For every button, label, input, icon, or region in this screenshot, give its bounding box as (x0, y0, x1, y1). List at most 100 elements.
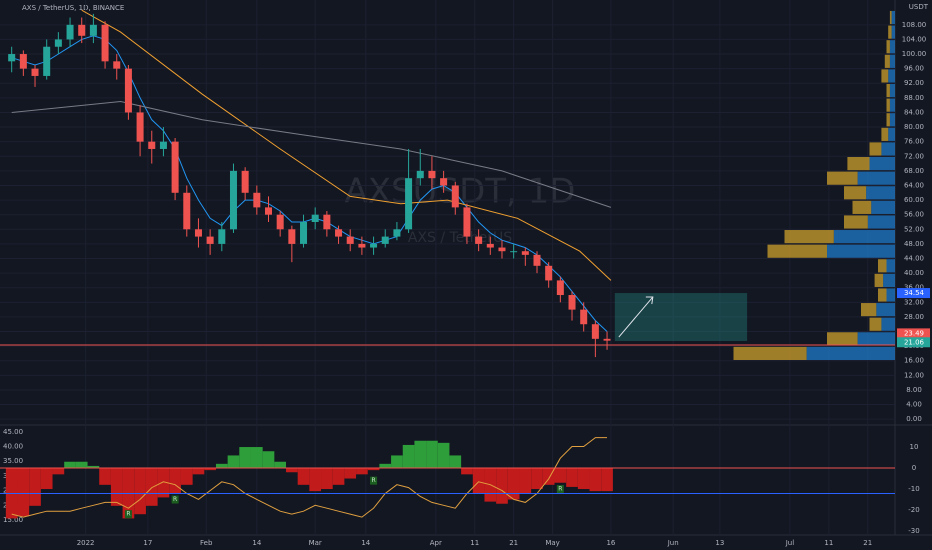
momentum-bar (262, 451, 275, 469)
profile-up (806, 346, 895, 361)
y-tick-label: 32.00 (904, 298, 924, 306)
candle-body (171, 141, 179, 193)
profile-down (881, 127, 889, 141)
profile-down (888, 25, 892, 39)
profile-up (889, 113, 895, 127)
candle-body (556, 280, 564, 296)
candle-body (510, 251, 518, 253)
momentum-bar (250, 447, 263, 469)
momentum-bar (601, 468, 613, 492)
candle-body (311, 214, 319, 222)
x-tick-label: 21 (863, 539, 872, 547)
y-tick-label: 0.00 (906, 415, 922, 423)
candle-body (159, 141, 167, 149)
y2-tick-label: 10 (910, 443, 919, 451)
y-tick-label: 56.00 (904, 211, 924, 219)
momentum-bar (402, 444, 415, 469)
candle-body (276, 214, 284, 230)
candle-body (440, 178, 448, 186)
candle-body (194, 229, 202, 237)
profile-up (886, 259, 895, 273)
momentum-bar (110, 468, 123, 506)
profile-down (886, 113, 890, 127)
x-tick-label: 14 (252, 539, 261, 547)
momentum-bar (192, 468, 205, 475)
profile-down (874, 273, 884, 287)
price-tag (897, 328, 930, 339)
candle-body (8, 54, 16, 62)
x-tick-label: Mar (309, 539, 322, 547)
profile-up (857, 171, 895, 185)
momentum-bar (437, 442, 450, 469)
momentum-bar (64, 461, 76, 469)
candle-body (591, 324, 599, 339)
y-tick-label: 16.00 (904, 357, 924, 365)
y2-tick-label: -20 (908, 506, 919, 514)
momentum-bar (145, 468, 158, 506)
watermark-sub: AXS / TetherUS (408, 230, 512, 246)
momentum-bar (496, 468, 508, 504)
momentum-bar (215, 463, 228, 469)
candle-body (206, 236, 214, 244)
y-tick-label: 108.00 (902, 21, 927, 29)
momentum-bar (204, 468, 216, 471)
profile-down (886, 40, 890, 54)
momentum-bar (449, 455, 462, 469)
price-tag-label: 21.06 (904, 338, 925, 346)
moving-average (11, 100, 612, 208)
momentum-bar (461, 468, 473, 475)
momentum-bar (75, 461, 88, 469)
momentum-bar (157, 468, 170, 498)
y-tick-label: 96.00 (904, 65, 924, 73)
y-tick-label: 8.00 (906, 386, 922, 394)
candle-body (300, 221, 308, 244)
profile-down (886, 98, 890, 112)
candle-body (31, 68, 39, 76)
momentum-bar (589, 468, 602, 492)
candle-body (323, 214, 331, 230)
momentum-bar (52, 468, 65, 475)
candle-body (183, 192, 191, 230)
y-tick-label: 68.00 (904, 167, 924, 175)
moving-average (11, 35, 608, 332)
profile-up (891, 25, 895, 39)
profile-up (833, 230, 895, 244)
x-tick-label: Feb (200, 539, 213, 547)
momentum-bar (332, 468, 345, 485)
x-tick-label: Jul (785, 539, 795, 547)
momentum-bar (134, 468, 146, 515)
momentum-bar (169, 468, 181, 494)
y2-tick-label: 0 (912, 464, 916, 472)
candle-body (381, 236, 389, 244)
momentum-bar (274, 461, 287, 469)
profile-up (888, 69, 895, 83)
candle-body (335, 229, 343, 237)
momentum-bar (321, 468, 333, 490)
y-tick-label: 72.00 (904, 152, 924, 160)
candle-body (533, 254, 541, 266)
chart-title: AXS / TetherUS, 1D, BINANCE (22, 4, 124, 12)
momentum-bar (99, 468, 111, 485)
x-tick-label: 16 (606, 539, 615, 547)
y-tick-label: 48.00 (904, 240, 924, 248)
candle-body (264, 207, 273, 215)
profile-down (784, 230, 834, 244)
candle-body (545, 265, 553, 281)
momentum-bar (239, 447, 251, 469)
x-tick-label: 11 (470, 539, 479, 547)
momentum-bar (227, 455, 240, 469)
y-tick-label: 12.00 (904, 371, 924, 379)
momentum-bar (29, 468, 41, 506)
candle-body (101, 24, 109, 62)
candle-body (54, 39, 62, 47)
y-tick-label: 76.00 (904, 138, 924, 146)
y-tick-label: 15.00 (3, 516, 23, 524)
candle-body (124, 68, 132, 113)
profile-down (869, 317, 882, 331)
candle-body (486, 243, 494, 248)
arrow-head (645, 296, 654, 305)
candle-body (288, 229, 296, 244)
candle-body (136, 112, 144, 142)
